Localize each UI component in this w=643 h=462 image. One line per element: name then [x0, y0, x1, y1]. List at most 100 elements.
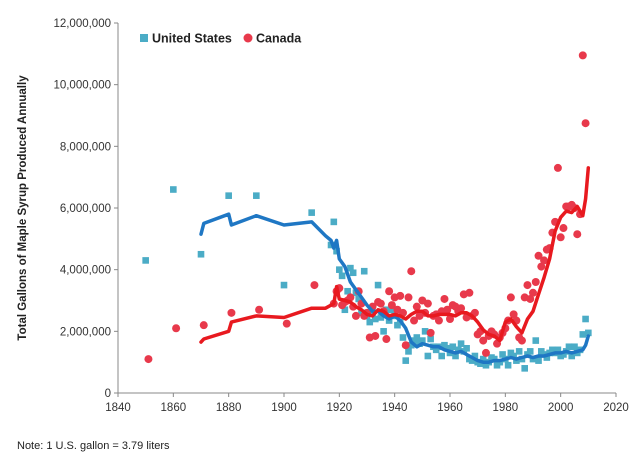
us-data-point: [170, 186, 177, 193]
y-tick-label: 10,000,000: [53, 80, 111, 92]
canada-data-point: [517, 336, 526, 345]
canada-data-point: [578, 51, 587, 60]
canada-data-point: [526, 294, 535, 303]
canada-data-point: [523, 281, 532, 290]
axes: 0 2,000,000 4,000,000 6,000,000 8,000,000 10,…: [53, 18, 628, 414]
canada-data-point: [465, 288, 474, 297]
us-data-point: [341, 306, 349, 314]
us-data-point: [197, 250, 205, 258]
us-data-point: [452, 352, 459, 360]
y-tick-label: 6,000,000: [60, 203, 111, 215]
canada-data-point: [346, 293, 355, 302]
canada-data-point: [387, 301, 396, 310]
y-tick-label: 4,000,000: [60, 265, 111, 277]
us-data-point: [419, 337, 426, 344]
us-data-point: [225, 192, 232, 199]
us-data-point: [579, 331, 587, 338]
canada-data-point: [423, 299, 432, 308]
canada-data-point: [410, 316, 419, 325]
legend-marker-us: [140, 34, 148, 42]
us-data-point: [360, 267, 368, 275]
us-data-point: [565, 343, 573, 351]
us-data-point: [355, 295, 362, 303]
y-tick-label: 0: [105, 388, 111, 400]
us-data-point: [571, 343, 578, 351]
us-data-point: [338, 272, 346, 280]
canada-data-point: [404, 293, 413, 302]
maple-syrup-chart: 0 2,000,000 4,000,000 6,000,000 8,000,000 10,…: [17, 18, 629, 414]
x-tick-label: 1880: [216, 402, 242, 414]
canada-data-point: [382, 335, 391, 344]
x-tick-label: 1980: [493, 402, 519, 414]
us-data-point: [438, 352, 445, 360]
us-data-point: [463, 344, 470, 352]
canada-data-point: [446, 315, 454, 323]
us-data-point: [471, 352, 479, 360]
legend-label-canada: Canada: [256, 32, 302, 46]
us-data-point: [421, 328, 429, 335]
canada-data-point: [199, 321, 208, 330]
us-data-point: [543, 354, 551, 361]
us-data-point: [455, 346, 462, 354]
us-data-point: [349, 269, 357, 277]
canada-data-point: [506, 293, 515, 302]
y-tick-label: 2,000,000: [60, 326, 111, 338]
x-tick-label: 1840: [105, 402, 131, 414]
us-data-point: [366, 318, 374, 326]
canada-data-point: [559, 224, 568, 233]
us-data-point: [582, 315, 589, 323]
us-data-point: [526, 348, 534, 355]
us-data-point: [308, 209, 315, 216]
us-data-point: [377, 314, 385, 321]
canada-data-point: [481, 348, 490, 357]
us-data-point: [515, 348, 523, 355]
canada-data-point: [412, 302, 421, 311]
canada-data-point: [581, 119, 590, 128]
canada-data-point: [144, 355, 153, 364]
canada-data-point: [371, 331, 380, 340]
canada-data-point: [573, 230, 582, 239]
y-axis-label: Total Gallons of Maple Syrup Produced An…: [17, 75, 29, 341]
x-tick-label: 1920: [327, 402, 353, 414]
canada-data-point: [534, 251, 543, 260]
canada-trend-line: [199, 166, 591, 344]
us-data-point: [568, 352, 576, 360]
us-data-point: [521, 365, 528, 372]
us-data-point: [344, 287, 351, 295]
us-data-point: [402, 357, 410, 364]
canada-data-point: [227, 308, 236, 317]
us-data-point: [477, 360, 484, 368]
x-tick-label: 2000: [548, 402, 574, 414]
legend-marker-canada: [243, 33, 253, 43]
canada-data-point: [426, 328, 435, 337]
canada-data-point: [537, 262, 546, 271]
us-data-point: [253, 192, 260, 199]
canada-data-point: [434, 316, 443, 325]
canada-data-point: [172, 324, 181, 333]
x-tick-label: 1860: [161, 402, 187, 414]
canada-data-point: [376, 299, 385, 308]
us-data-point: [142, 257, 149, 264]
us-data-point: [358, 309, 365, 317]
canada-data-point: [540, 256, 549, 265]
us-data-point: [554, 346, 562, 354]
canada-data-point: [396, 291, 405, 300]
canada-data-point: [385, 287, 394, 296]
us-data-point: [457, 340, 465, 347]
canada-data-point: [457, 304, 466, 313]
canada-data-point: [553, 163, 562, 172]
us-data-point: [443, 344, 451, 352]
us-data-point: [510, 352, 517, 360]
us-data-point: [504, 361, 512, 369]
x-tick-label: 2020: [603, 402, 629, 414]
us-data-point: [499, 351, 506, 358]
us-data-point: [405, 348, 412, 355]
us-data-point: [380, 328, 387, 335]
canada-data-point: [407, 267, 416, 276]
us-data-point: [585, 329, 592, 337]
us-data-point: [532, 337, 540, 344]
us-data-point: [427, 335, 434, 343]
canada-data-point: [509, 310, 518, 319]
footnote: Note: 1 U.S. gallon = 3.79 liters: [17, 440, 170, 452]
